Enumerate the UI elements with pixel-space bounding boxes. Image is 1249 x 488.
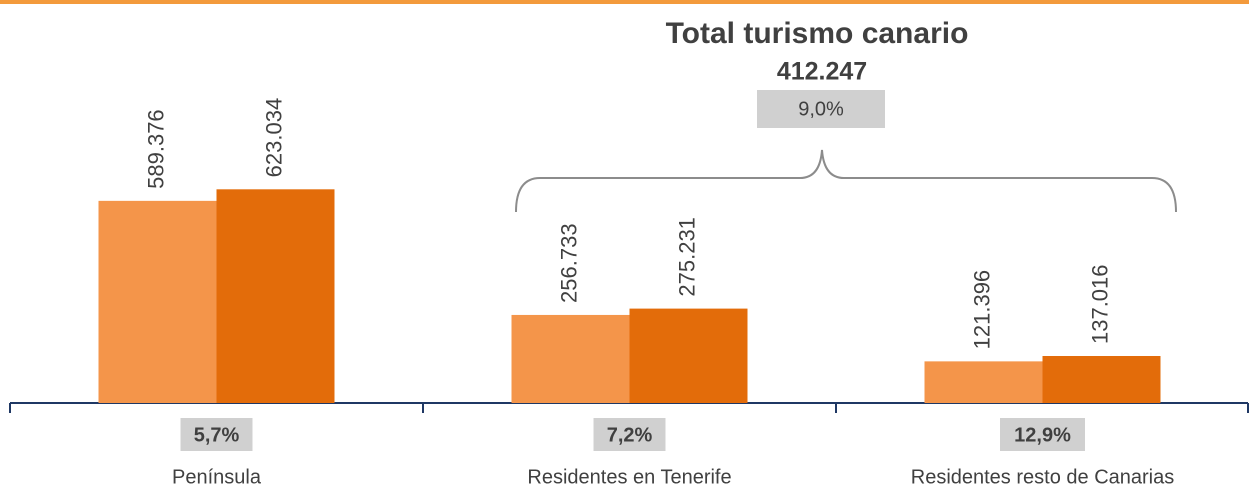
value-label: 256.733 (556, 223, 581, 303)
bar (924, 361, 1043, 403)
x-tick-label: Península (172, 466, 262, 488)
change-label: 12,9% (1014, 424, 1071, 446)
total-change-label: 9,0% (798, 98, 844, 120)
bar (1042, 356, 1161, 403)
bar (216, 189, 335, 403)
change-label: 5,7% (194, 424, 240, 446)
value-label: 589.376 (143, 109, 168, 189)
brace (515, 149, 1177, 213)
value-label: 137.016 (1087, 264, 1112, 344)
change-box (1000, 418, 1085, 451)
bar (629, 308, 748, 403)
total-change-box (757, 90, 885, 128)
change-label: 7,2% (607, 424, 653, 446)
x-tick-label: Residentes resto de Canarias (911, 466, 1174, 488)
bar (511, 314, 630, 403)
value-label: 275.231 (674, 217, 699, 297)
bar (98, 200, 217, 403)
value-label: 121.396 (969, 270, 994, 350)
x-tick-label: Residentes en Tenerife (527, 466, 731, 488)
value-label: 623.034 (261, 98, 286, 178)
chart-title: Total turismo canario (666, 17, 969, 50)
total-label: 412.247 (777, 58, 867, 86)
change-box (180, 418, 253, 451)
top-rule (0, 0, 1249, 4)
change-box (593, 418, 666, 451)
